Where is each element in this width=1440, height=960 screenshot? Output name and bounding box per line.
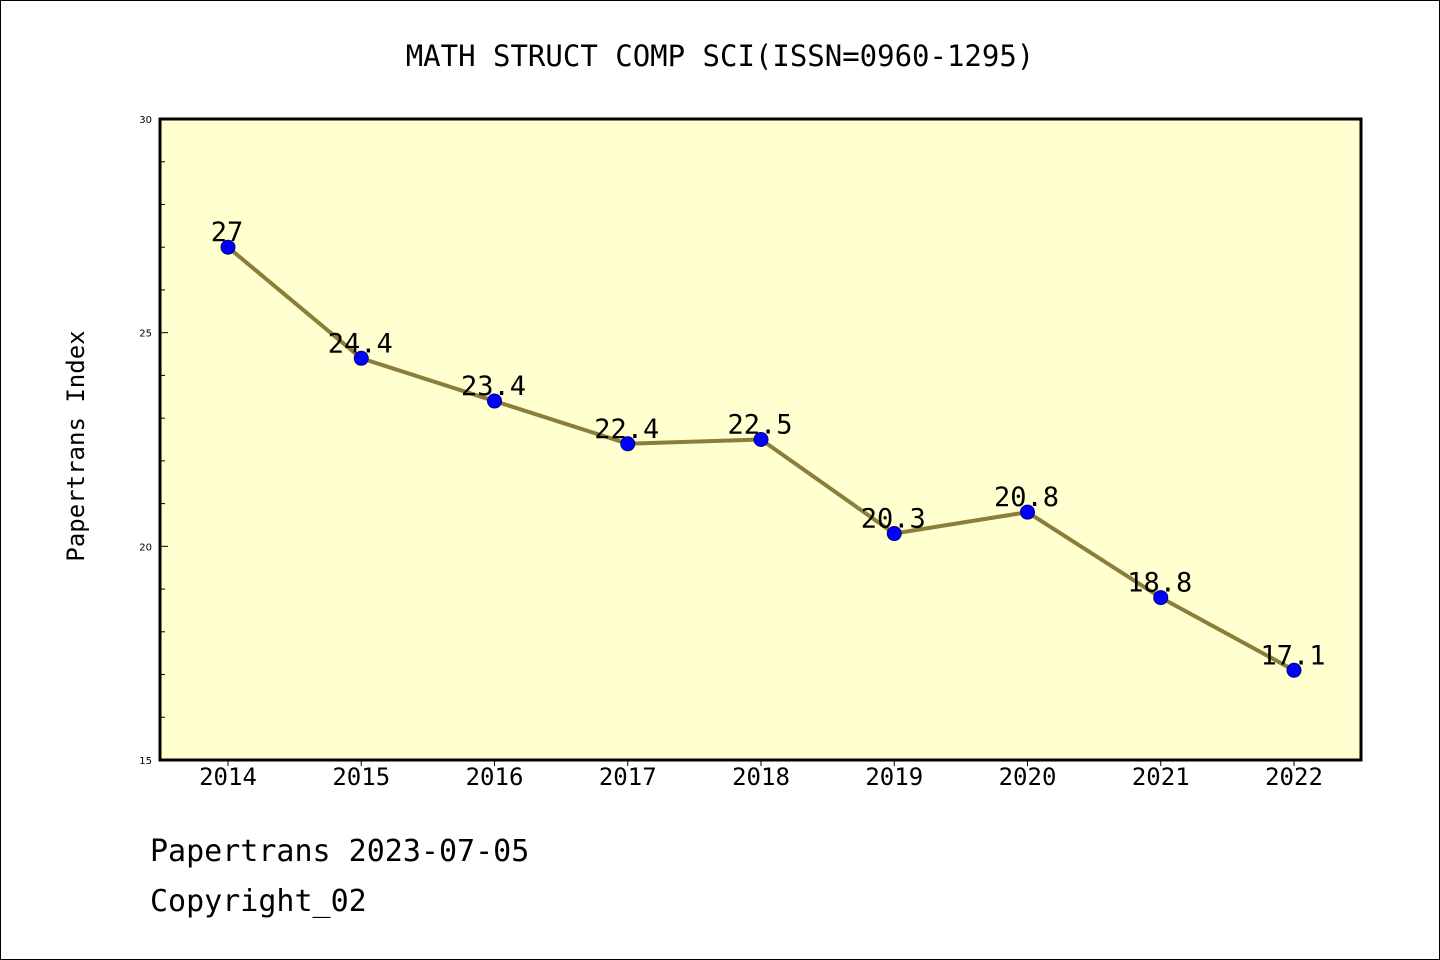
data-label: 17.1 [1260, 640, 1325, 671]
x-tick-label: 2020 [999, 763, 1057, 791]
data-point [1286, 662, 1302, 678]
x-tick-label: 2017 [599, 763, 657, 791]
footer-copyright: Copyright_02 [150, 884, 367, 919]
x-tick-label: 2019 [865, 763, 923, 791]
data-label: 18.8 [1127, 568, 1192, 599]
data-label: 20.8 [994, 482, 1059, 513]
data-point [1153, 590, 1169, 606]
x-tick-label: 2021 [1132, 763, 1190, 791]
x-tick-label: 2022 [1265, 763, 1323, 791]
data-point [1020, 504, 1035, 520]
y-tick-label: 25 [139, 329, 152, 340]
data-label: 23.4 [461, 371, 526, 402]
y-tick-label: 20 [139, 542, 152, 553]
x-tick-label: 2014 [199, 763, 257, 791]
data-point [620, 436, 636, 452]
data-point [353, 350, 369, 366]
x-tick-label: 2016 [466, 763, 524, 791]
data-point [753, 432, 769, 447]
data-label: 20.3 [861, 504, 926, 535]
data-label: 22.5 [727, 410, 792, 441]
data-point [886, 526, 902, 542]
x-axis-ticks: 2014 2015 2016 2017 2018 2019 2020 2021 2022 [199, 760, 1323, 791]
y-axis-ticks: 15 20 25 30 [139, 115, 168, 767]
data-point [487, 393, 502, 409]
data-label: 27 [211, 217, 244, 248]
y-axis-label: Papertrans Index [62, 330, 90, 561]
chart-title: MATH STRUCT COMP SCI(ISSN=0960-1295) [406, 39, 1035, 73]
x-tick-label: 2015 [332, 763, 390, 791]
data-point [220, 239, 236, 255]
data-label: 24.4 [328, 328, 393, 359]
data-label: 22.4 [594, 414, 659, 445]
footer-date: Papertrans 2023-07-05 [150, 834, 530, 869]
x-tick-label: 2018 [732, 763, 790, 791]
series-layer: 27 24.4 23.4 22.4 22.5 20.3 20.8 18.8 17.1 [211, 217, 1326, 678]
y-tick-label: 15 [139, 756, 152, 767]
y-tick-label: 30 [139, 115, 152, 126]
